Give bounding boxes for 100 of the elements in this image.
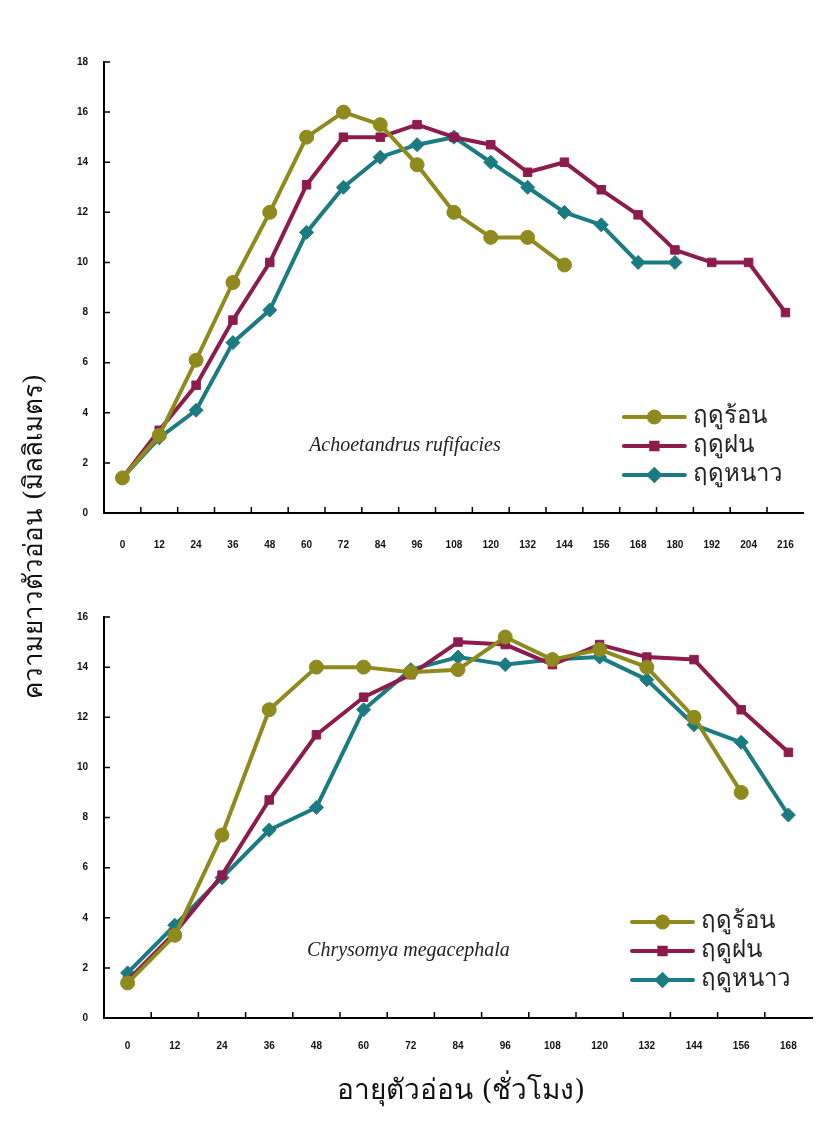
point [522, 167, 533, 177]
y-tick-label: 10 [76, 256, 89, 268]
point [592, 642, 608, 658]
y-tick-label: 4 [82, 406, 89, 418]
point [261, 702, 277, 718]
point [733, 784, 749, 800]
point [299, 224, 315, 240]
y-tick-label: 14 [76, 660, 89, 672]
point [409, 157, 425, 173]
point [633, 210, 643, 220]
point [486, 139, 496, 150]
point [262, 302, 278, 318]
x-tick-label: 12 [169, 1039, 181, 1051]
point [338, 132, 349, 142]
point [356, 659, 372, 675]
point [453, 637, 463, 647]
y-tick-label: 16 [76, 105, 89, 117]
x-tick-label: 96 [499, 1039, 512, 1051]
point [667, 254, 683, 270]
point [335, 179, 351, 195]
point [372, 117, 388, 133]
point [450, 662, 466, 678]
point [265, 257, 275, 268]
point [497, 657, 513, 673]
x-tick-label: 60 [301, 538, 313, 550]
x-tick-label: 204 [740, 538, 758, 550]
point [639, 659, 655, 675]
point [335, 104, 351, 120]
point [780, 307, 791, 318]
x-tick-label: 24 [216, 1039, 228, 1051]
point [167, 927, 183, 943]
point [593, 217, 609, 233]
x-tick-label: 36 [263, 1039, 276, 1051]
point [214, 827, 230, 843]
y-tick-label: 8 [82, 306, 89, 318]
point [743, 257, 754, 268]
legend-label: ฤดูหนาว [692, 459, 782, 489]
y-axis-title: ความยาวตัวอ่อน (มิลลิเมตร) [18, 373, 50, 700]
y-tick-label: 6 [82, 356, 89, 368]
y-tick-label: 0 [82, 506, 89, 518]
point [556, 257, 572, 273]
point [191, 380, 201, 390]
point [559, 157, 570, 167]
point [736, 704, 746, 715]
point [630, 254, 646, 270]
x-tick-label: 60 [358, 1039, 370, 1051]
point [520, 229, 536, 245]
x-tick-label: 216 [777, 538, 795, 550]
point [225, 274, 241, 290]
x-tick-label: 168 [780, 1039, 798, 1051]
annotation: Achoetandrus rufifacies [307, 433, 501, 457]
point [358, 692, 369, 702]
y-tick-label: 8 [82, 811, 89, 823]
x-tick-label: 132 [638, 1039, 656, 1051]
point [596, 185, 607, 195]
point [733, 734, 749, 750]
x-tick-label: 84 [452, 1039, 464, 1051]
x-tick-label: 48 [264, 538, 276, 550]
point [299, 129, 315, 145]
x-tick-label: 48 [310, 1039, 323, 1051]
y-tick-label: 4 [82, 911, 89, 923]
x-tick-label: 108 [445, 538, 463, 550]
y-tick-label: 6 [82, 861, 89, 873]
point [188, 402, 204, 418]
y-tick-label: 0 [82, 1011, 89, 1023]
x-tick-label: 96 [411, 538, 424, 550]
y-tick-label: 16 [76, 610, 89, 622]
point [308, 659, 324, 675]
x-tick-label: 12 [153, 538, 166, 550]
y-tick-label: 12 [76, 711, 89, 722]
x-tick-label: 120 [591, 1039, 609, 1051]
point [686, 709, 702, 725]
point [783, 747, 794, 758]
point [264, 795, 274, 805]
point [639, 672, 655, 688]
point [450, 649, 466, 665]
point [311, 730, 322, 740]
legend-label: ฤดูหนาว [701, 964, 790, 994]
x-tick-label: 0 [124, 1039, 131, 1051]
point [497, 629, 513, 645]
legend-label: ฤดูร้อน [692, 401, 767, 431]
y-tick-label: 2 [82, 456, 89, 468]
point [556, 204, 572, 220]
point [301, 180, 312, 190]
x-tick-label: 108 [544, 1039, 562, 1051]
x-tick-label: 72 [405, 1039, 417, 1051]
point [409, 137, 425, 153]
point [412, 119, 422, 130]
x-tick-label: 36 [227, 538, 239, 550]
x-tick-label: 24 [190, 538, 203, 550]
y-tick-label: 18 [76, 55, 89, 67]
x-tick-label: 180 [666, 538, 684, 550]
point [120, 975, 136, 991]
x-tick-label: 156 [592, 538, 611, 550]
x-tick-label: 84 [374, 538, 387, 550]
point [308, 799, 324, 815]
point [375, 132, 386, 142]
y-tick-label: 10 [76, 761, 89, 773]
point [483, 229, 499, 245]
point [670, 245, 680, 255]
